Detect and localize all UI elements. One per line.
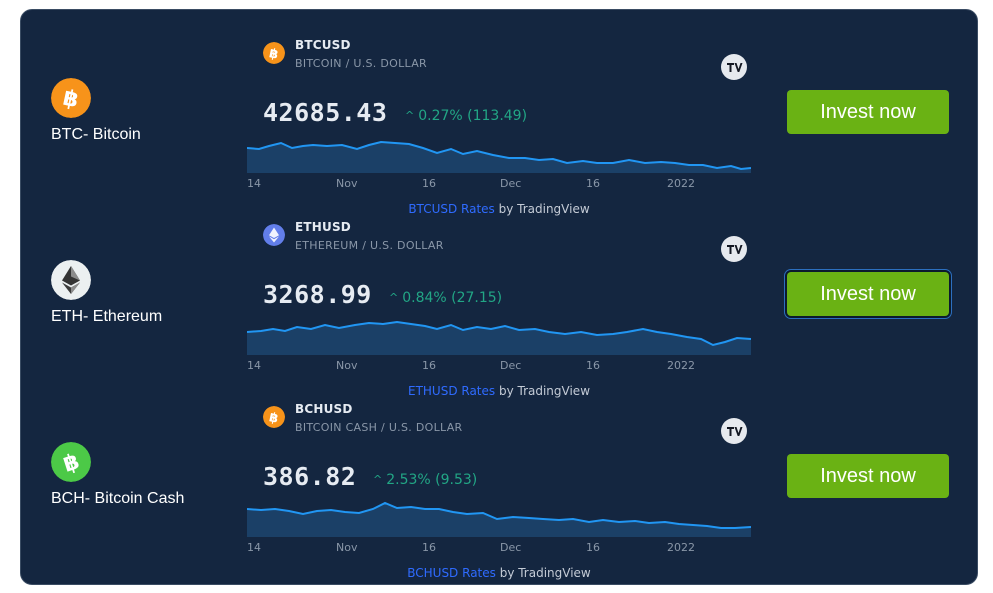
- coin-info: ETH- Ethereum: [51, 260, 231, 326]
- tradingview-logo-icon[interactable]: [721, 418, 747, 444]
- tradingview-attribution: ETHUSD Rates by TradingView: [247, 384, 751, 398]
- ticker-widget-bchusd[interactable]: ฿ BCHUSD BITCOIN CASH / U.S. DOLLAR 386.…: [247, 396, 751, 580]
- ticker-change: ^ 2.53% (9.53): [373, 472, 477, 488]
- tradingview-logo-icon[interactable]: [721, 236, 747, 262]
- ticker-widget-ethusd[interactable]: ETHUSD ETHEREUM / U.S. DOLLAR 3268.99 ^ 0…: [247, 214, 751, 398]
- x-tick: 2022: [667, 177, 695, 190]
- svg-text:฿: ฿: [61, 86, 81, 114]
- x-tick: 14: [247, 177, 261, 190]
- coin-label: ETH- Ethereum: [51, 308, 163, 325]
- rates-link[interactable]: BTCUSD Rates: [408, 202, 495, 216]
- price-sparkline[interactable]: [247, 133, 751, 173]
- rates-link[interactable]: ETHUSD Rates: [407, 384, 496, 398]
- ticker-widget-btcusd[interactable]: ฿ BTCUSD BITCOIN / U.S. DOLLAR 42685.43 …: [247, 32, 751, 216]
- crypto-panel: ฿ BTC- Bitcoin ฿ BTCUSD BITCOIN / U.S. D…: [20, 9, 978, 585]
- change-value: 0.84% (27.15): [402, 290, 503, 306]
- up-arrow-icon: ^: [389, 291, 399, 304]
- price-sparkline[interactable]: [247, 497, 751, 537]
- x-tick: 16: [422, 541, 436, 554]
- ticker-symbol: BTCUSD: [295, 38, 351, 52]
- bitcoin-cash-icon: ฿: [51, 442, 91, 482]
- price-sparkline[interactable]: [247, 315, 751, 355]
- ticker-description: BITCOIN / U.S. DOLLAR: [295, 57, 428, 70]
- x-axis-ticks: 14 Nov 16 Dec 16 2022: [247, 359, 751, 373]
- ticker-change: ^ 0.84% (27.15): [389, 290, 502, 306]
- x-tick: Nov: [336, 359, 358, 372]
- svg-text:฿: ฿: [268, 46, 280, 63]
- tradingview-attribution: BCHUSD Rates by TradingView: [247, 566, 751, 580]
- bitcoin-icon: ฿: [263, 42, 285, 64]
- crypto-row-eth: ETH- Ethereum ETHUSD ETHEREUM / U.S. DOL…: [21, 214, 979, 398]
- crypto-row-bch: ฿ BCH- Bitcoin Cash ฿ BCHUSD BITCOIN CAS…: [21, 396, 979, 580]
- up-arrow-icon: ^: [405, 109, 415, 122]
- ethereum-icon: [51, 260, 91, 300]
- ticker-description: ETHEREUM / U.S. DOLLAR: [295, 239, 444, 252]
- ticker-symbol: BCHUSD: [295, 402, 353, 416]
- invest-now-button[interactable]: Invest now: [787, 90, 949, 134]
- ticker-price: 386.82: [263, 462, 357, 491]
- coin-info: ฿ BTC- Bitcoin: [51, 78, 231, 144]
- x-tick: 16: [422, 359, 436, 372]
- change-value: 0.27% (113.49): [418, 108, 528, 124]
- coin-label: BCH- Bitcoin Cash: [51, 490, 185, 507]
- x-tick: 14: [247, 359, 261, 372]
- x-tick: 16: [422, 177, 436, 190]
- bitcoin-icon: ฿: [51, 78, 91, 118]
- coin-label: BTC- Bitcoin: [51, 126, 141, 143]
- x-tick: Dec: [500, 359, 522, 372]
- invest-now-button[interactable]: Invest now: [787, 454, 949, 498]
- x-tick: 2022: [667, 359, 695, 372]
- x-tick: Nov: [336, 177, 358, 190]
- svg-text:฿: ฿: [60, 449, 82, 478]
- rates-link[interactable]: BCHUSD Rates: [407, 566, 496, 580]
- ticker-price: 42685.43: [263, 98, 388, 127]
- x-tick: 14: [247, 541, 261, 554]
- ethereum-icon: [263, 224, 285, 246]
- x-tick: Nov: [336, 541, 358, 554]
- x-tick: 16: [586, 177, 600, 190]
- tradingview-attribution: BTCUSD Rates by TradingView: [247, 202, 751, 216]
- attribution-suffix: by TradingView: [495, 566, 591, 580]
- invest-now-button[interactable]: Invest now: [787, 272, 949, 316]
- ticker-description: BITCOIN CASH / U.S. DOLLAR: [295, 421, 463, 434]
- x-axis-ticks: 14 Nov 16 Dec 16 2022: [247, 541, 751, 555]
- coin-info: ฿ BCH- Bitcoin Cash: [51, 442, 231, 508]
- ticker-symbol: ETHUSD: [295, 220, 351, 234]
- attribution-suffix: by TradingView: [494, 202, 590, 216]
- x-tick: Dec: [500, 177, 522, 190]
- attribution-suffix: by TradingView: [495, 384, 591, 398]
- tradingview-logo-icon[interactable]: [721, 54, 747, 80]
- ticker-price: 3268.99: [263, 280, 372, 309]
- x-tick: 16: [586, 359, 600, 372]
- ticker-change: ^ 0.27% (113.49): [405, 108, 527, 124]
- x-tick: 16: [586, 541, 600, 554]
- svg-text:฿: ฿: [268, 410, 280, 427]
- x-axis-ticks: 14 Nov 16 Dec 16 2022: [247, 177, 751, 191]
- x-tick: 2022: [667, 541, 695, 554]
- bitcoin-icon: ฿: [263, 406, 285, 428]
- up-arrow-icon: ^: [373, 473, 383, 486]
- crypto-row-btc: ฿ BTC- Bitcoin ฿ BTCUSD BITCOIN / U.S. D…: [21, 32, 979, 216]
- x-tick: Dec: [500, 541, 522, 554]
- change-value: 2.53% (9.53): [386, 472, 478, 488]
